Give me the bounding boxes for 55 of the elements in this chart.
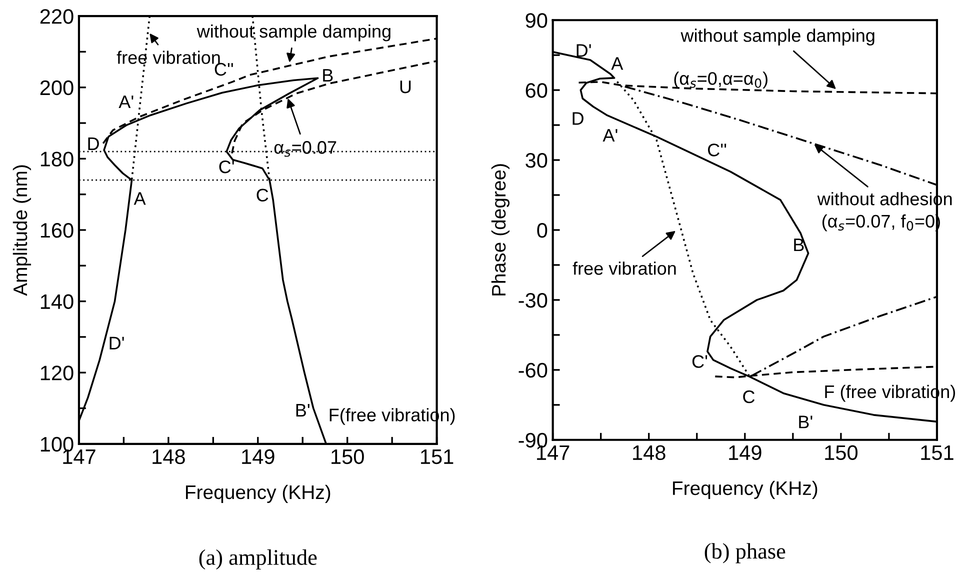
annotation: (α$_{s}$=0,α=α$_{0}$): [674, 72, 768, 88]
y-tick-label: -60: [518, 362, 548, 378]
y-tick-label: 160: [40, 223, 74, 238]
annotation: D: [572, 112, 584, 125]
annotation: A': [602, 129, 618, 142]
y-tick-label: -30: [518, 292, 548, 308]
y-tick-label: 120: [40, 366, 74, 380]
y-tick-label: 180: [40, 152, 74, 166]
x-tick-label: 151: [421, 450, 454, 464]
annotation: A: [134, 192, 146, 205]
annotation: B': [799, 416, 812, 428]
x-tick-label: 150: [332, 449, 364, 464]
annotation: C': [219, 160, 234, 174]
annotation: D': [576, 44, 591, 57]
annotation: C': [692, 355, 708, 368]
y-tick-label: 200: [40, 80, 74, 96]
annotation: B: [794, 238, 804, 252]
annotation: B': [296, 404, 310, 416]
annotation: A: [611, 57, 624, 70]
y-axis-title: Phase (degree): [491, 164, 510, 296]
x-tick-label: 149: [729, 445, 762, 460]
x-tick-label: 148: [633, 445, 666, 460]
annotation: free vibration: [116, 50, 220, 64]
y-tick-label: 100: [40, 436, 74, 452]
x-tick-label: 147: [63, 450, 96, 464]
annotation: C: [256, 188, 268, 202]
annotation: D: [88, 138, 99, 150]
y-tick-label: 30: [526, 153, 548, 168]
annotation: α$_{s}$=0.07: [274, 141, 336, 157]
annotation: free vibration: [572, 262, 676, 275]
y-tick-label: 90: [526, 13, 548, 28]
y-tick-label: 220: [40, 9, 74, 24]
annotation: C: [743, 390, 755, 404]
x-tick-label: 148: [152, 449, 185, 464]
y-tick-label: 60: [526, 83, 548, 98]
annotation: without sample damping: [680, 28, 874, 46]
x-axis-title: Frequency (KHz): [186, 484, 330, 503]
annotation: without sample damping: [196, 24, 390, 42]
x-tick-label: 147: [537, 446, 570, 460]
x-tick-label: 151: [921, 446, 954, 460]
annotation: D': [110, 336, 124, 350]
text: (a) amplitude: [199, 549, 317, 570]
x-tick-label: 150: [825, 445, 858, 460]
annotation: U: [400, 80, 411, 94]
annotation: C'': [214, 62, 233, 76]
y-axis-title: Amplitude (nm): [12, 165, 32, 296]
y-tick-label: -90: [518, 432, 548, 448]
annotation: B: [323, 69, 333, 82]
annotation: C'': [708, 144, 726, 156]
annotation: A': [118, 96, 134, 108]
y-tick-label: 140: [40, 294, 74, 310]
x-tick-label: 149: [242, 449, 274, 464]
x-axis-title: Frequency (KHz): [673, 480, 818, 499]
y-tick-label: 0: [537, 223, 548, 238]
text: (b) phase: [704, 543, 786, 564]
